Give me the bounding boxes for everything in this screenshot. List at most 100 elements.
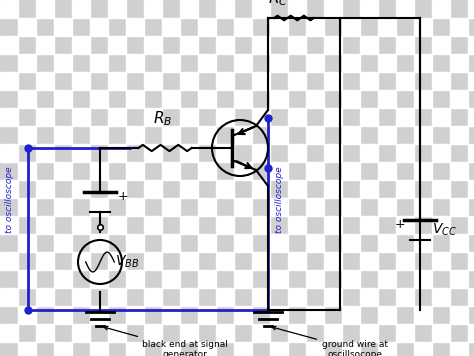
Text: to oscilloscope: to oscilloscope	[6, 167, 15, 233]
Bar	[90, 54, 108, 72]
Bar	[288, 180, 306, 198]
Bar	[54, 198, 72, 216]
Bar	[180, 72, 198, 90]
Bar	[288, 324, 306, 342]
Bar	[126, 162, 144, 180]
Bar	[108, 0, 126, 18]
Bar	[36, 288, 54, 306]
Bar	[0, 72, 18, 90]
Bar	[306, 198, 324, 216]
Text: black end at signal
generator: black end at signal generator	[104, 326, 228, 356]
Bar	[252, 36, 270, 54]
Bar	[306, 18, 324, 36]
Bar	[288, 108, 306, 126]
Bar	[108, 252, 126, 270]
Bar	[180, 324, 198, 342]
Bar	[162, 162, 180, 180]
Bar	[414, 162, 432, 180]
Bar	[234, 18, 252, 36]
Bar	[216, 72, 234, 90]
Bar	[378, 234, 396, 252]
Bar	[162, 234, 180, 252]
Bar	[270, 90, 288, 108]
Bar	[360, 216, 378, 234]
Bar	[414, 342, 432, 356]
Bar	[54, 270, 72, 288]
Bar	[198, 126, 216, 144]
Bar	[36, 108, 54, 126]
Bar	[288, 36, 306, 54]
Bar	[414, 306, 432, 324]
Bar	[360, 108, 378, 126]
Bar	[450, 18, 468, 36]
Bar	[216, 108, 234, 126]
Bar	[54, 234, 72, 252]
Bar	[450, 306, 468, 324]
Bar	[36, 180, 54, 198]
Bar	[414, 54, 432, 72]
Bar	[396, 216, 414, 234]
Bar	[270, 162, 288, 180]
Bar	[126, 126, 144, 144]
Bar	[180, 0, 198, 18]
Text: $V_{CC}$: $V_{CC}$	[432, 222, 457, 238]
Bar	[450, 90, 468, 108]
Bar	[360, 144, 378, 162]
Bar	[198, 306, 216, 324]
Bar	[180, 144, 198, 162]
Bar	[270, 126, 288, 144]
Bar	[18, 126, 36, 144]
Bar	[432, 72, 450, 90]
Bar	[306, 162, 324, 180]
Bar	[432, 216, 450, 234]
Bar	[432, 288, 450, 306]
Bar	[108, 324, 126, 342]
Text: $V_{BB}$: $V_{BB}$	[115, 254, 139, 270]
Bar	[324, 288, 342, 306]
Bar	[306, 234, 324, 252]
Bar	[360, 36, 378, 54]
Bar	[252, 252, 270, 270]
Bar	[234, 54, 252, 72]
Bar	[342, 18, 360, 36]
Bar	[72, 324, 90, 342]
Bar	[36, 36, 54, 54]
Bar	[18, 162, 36, 180]
Bar	[468, 180, 474, 198]
Bar	[396, 0, 414, 18]
Bar	[450, 162, 468, 180]
Bar	[90, 162, 108, 180]
Bar	[342, 306, 360, 324]
Bar	[342, 54, 360, 72]
Bar	[306, 126, 324, 144]
Bar	[18, 306, 36, 324]
Bar	[144, 252, 162, 270]
Bar	[252, 144, 270, 162]
Bar	[252, 288, 270, 306]
Bar	[342, 198, 360, 216]
Bar	[378, 198, 396, 216]
Bar	[468, 252, 474, 270]
Bar	[234, 234, 252, 252]
Bar	[54, 18, 72, 36]
Bar	[144, 324, 162, 342]
Bar	[126, 270, 144, 288]
Bar	[270, 342, 288, 356]
Bar	[252, 72, 270, 90]
Text: +: +	[118, 189, 128, 203]
Bar	[198, 90, 216, 108]
Bar	[450, 234, 468, 252]
Bar	[414, 270, 432, 288]
Bar	[54, 54, 72, 72]
Bar	[432, 180, 450, 198]
Bar	[72, 252, 90, 270]
Bar	[180, 216, 198, 234]
Bar	[108, 216, 126, 234]
Bar	[378, 270, 396, 288]
Bar	[324, 216, 342, 234]
Bar	[252, 324, 270, 342]
Bar	[288, 252, 306, 270]
Text: $R_C$: $R_C$	[268, 0, 288, 8]
Bar	[126, 234, 144, 252]
Bar	[18, 342, 36, 356]
